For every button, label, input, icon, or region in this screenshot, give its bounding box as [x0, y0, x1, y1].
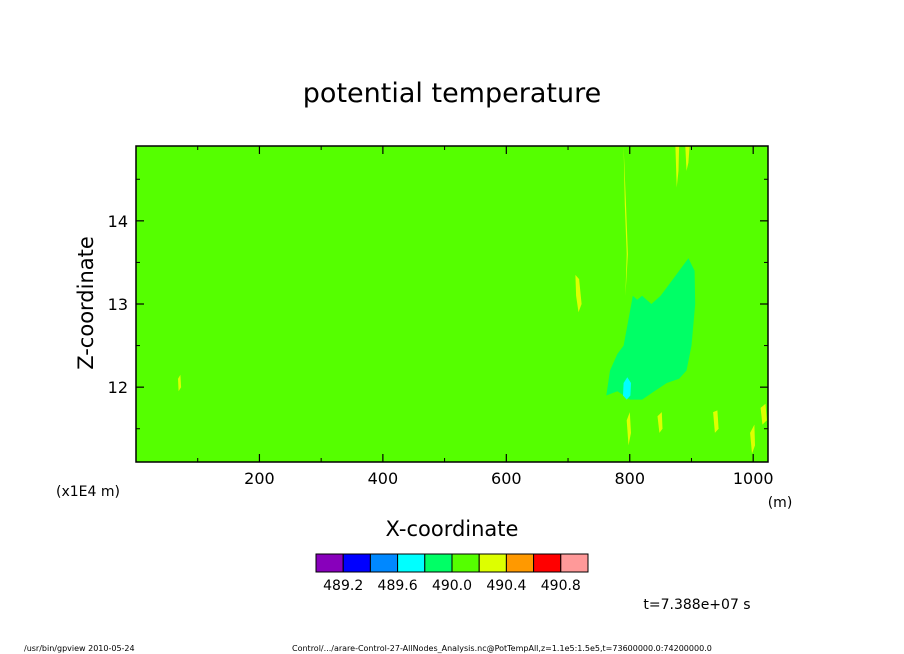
x-tick-label-800: 800 — [614, 469, 645, 488]
colorbar-swatch-0 — [315, 553, 344, 573]
heatmap-region-11 — [178, 374, 182, 392]
heatmap-region-9 — [750, 424, 755, 454]
y-tick-label-13: 13 — [108, 295, 128, 314]
y-tick-label-12: 12 — [108, 378, 128, 397]
colorbar-swatch-2 — [369, 553, 399, 573]
x-axis-unit: (m) — [768, 495, 793, 511]
footer-right: Control/.../arare-Control-27-AllNodes_An… — [292, 644, 712, 653]
colorbar-swatch-8 — [533, 553, 562, 573]
footer-left: /usr/bin/gpview 2010-05-24 — [24, 644, 135, 653]
plot-area — [135, 145, 769, 463]
heatmap-region-0 — [606, 258, 696, 400]
heatmap-region-7 — [657, 412, 663, 433]
x-axis-ticks: 200 400 600 800 1000 — [197, 146, 774, 488]
x-tick-label-1000: 1000 — [733, 469, 774, 488]
y-axis-ticks: 12 13 14 — [108, 178, 768, 430]
heatmap-region-8 — [713, 410, 719, 433]
heatmap-region-3 — [675, 146, 680, 188]
heatmap-region-4 — [685, 146, 690, 171]
colorbar-label-4: 490.8 — [541, 578, 581, 594]
y-tick-label-14: 14 — [108, 212, 128, 231]
colorbar-label-2: 490.0 — [432, 578, 472, 594]
colorbar-swatch-6 — [478, 553, 507, 573]
colorbar-swatch-5 — [451, 553, 480, 573]
heatmap-region-5 — [575, 274, 582, 313]
colorbar-label-1: 489.6 — [378, 578, 418, 594]
heatmap-region-2 — [623, 146, 628, 296]
time-annotation: t=7.388e+07 s — [643, 597, 750, 613]
x-axis-label: X-coordinate — [386, 517, 519, 541]
colorbar: 489.2 489.6 490.0 490.4 490.8 — [315, 553, 589, 594]
colorbar-label-3: 490.4 — [486, 578, 526, 594]
heatmap-region-6 — [626, 412, 631, 446]
colorbar-swatch-3 — [397, 553, 426, 573]
x-tick-label-200: 200 — [244, 469, 275, 488]
colorbar-swatch-1 — [342, 553, 371, 573]
heatmap-region-1 — [623, 377, 631, 400]
colorbar-label-0: 489.2 — [323, 578, 363, 594]
y-axis-label: Z-coordinate — [74, 236, 98, 370]
chart-title: potential temperature — [303, 78, 601, 109]
colorbar-swatch-7 — [505, 553, 535, 573]
x-tick-label-600: 600 — [491, 469, 522, 488]
colorbar-swatch-9 — [560, 553, 589, 573]
y-axis-unit: (x1E4 m) — [56, 484, 120, 500]
colorbar-swatch-4 — [424, 553, 453, 573]
heatmap-region-10 — [760, 403, 767, 425]
x-tick-label-400: 400 — [368, 469, 399, 488]
